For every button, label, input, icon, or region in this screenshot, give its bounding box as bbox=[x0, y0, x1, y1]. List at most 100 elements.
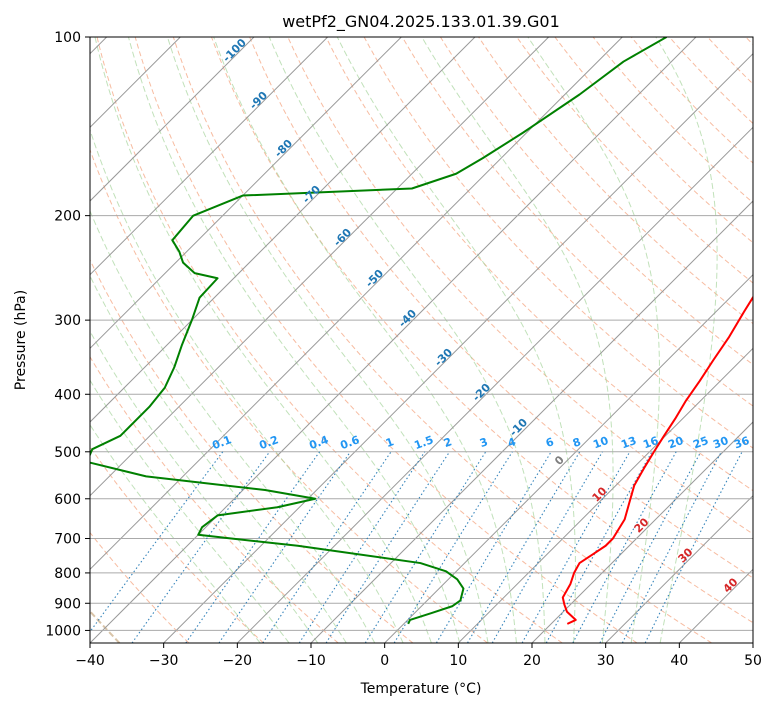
mixing-ratio-line bbox=[218, 451, 351, 643]
y-tick-label: 500 bbox=[54, 445, 81, 461]
x-axis-label: Temperature (°C) bbox=[360, 681, 482, 697]
isotherm-line bbox=[384, 273, 753, 643]
mixing-ratio-line bbox=[393, 451, 513, 643]
y-tick-label: 300 bbox=[54, 313, 81, 329]
mixing-ratio-label: 0.1 bbox=[210, 433, 233, 452]
moist-adiabat-line bbox=[655, 37, 718, 643]
mixing-ratio-label: 16 bbox=[641, 434, 660, 452]
x-tick-label: −10 bbox=[296, 653, 326, 669]
dry-adiabat-line bbox=[90, 258, 414, 643]
x-axis-ticks: −40 −30 −20 −10 0 10 20 30 40 50 bbox=[75, 643, 762, 669]
mixing-ratio-label: 0.2 bbox=[257, 433, 280, 452]
isotherm-line bbox=[90, 37, 329, 276]
x-tick-label: −20 bbox=[223, 653, 253, 669]
y-tick-label: 600 bbox=[54, 492, 81, 508]
x-tick-label: 10 bbox=[449, 653, 467, 669]
plot-frame bbox=[89, 36, 754, 644]
dry-adiabat-line bbox=[440, 37, 753, 366]
isotherm-line bbox=[90, 37, 476, 423]
x-tick-label: −30 bbox=[149, 653, 179, 669]
isotherm-line bbox=[90, 37, 697, 643]
mixing-ratio-line bbox=[435, 451, 552, 643]
isotherm-line bbox=[90, 37, 550, 497]
moist-adiabat-line bbox=[268, 37, 546, 643]
mixing-ratio-label: 6 bbox=[544, 435, 556, 450]
y-tick-label: 200 bbox=[54, 209, 81, 225]
moist-adiabat-line bbox=[213, 37, 517, 643]
isotherm-line bbox=[605, 494, 753, 643]
moist-adiabat-line bbox=[90, 330, 319, 643]
mixing-ratio-line bbox=[185, 451, 321, 643]
mixing-ratio-label: 4 bbox=[506, 435, 518, 450]
mixing-ratio-label: 10 bbox=[591, 434, 610, 452]
chart-title: wetPf2_GN04.2025.133.01.39.G01 bbox=[282, 12, 560, 32]
isotherm-line bbox=[457, 347, 753, 643]
y-tick-label: 900 bbox=[54, 596, 81, 612]
pressure-gridlines bbox=[90, 37, 753, 631]
mixing-ratio-label: 13 bbox=[619, 434, 638, 451]
mixing-ratio-line bbox=[364, 451, 487, 643]
mixing-ratio-label: 20 bbox=[666, 434, 685, 452]
isotherm-line bbox=[90, 37, 402, 350]
plot-background bbox=[90, 37, 753, 643]
mixing-ratio-lines bbox=[90, 451, 743, 643]
mixing-ratio-line bbox=[325, 451, 451, 643]
x-tick-label: 0 bbox=[380, 653, 389, 669]
isotherm-line bbox=[90, 37, 255, 202]
x-tick-label: 40 bbox=[670, 653, 688, 669]
y-tick-label: 100 bbox=[54, 30, 81, 46]
isotherm-line bbox=[90, 37, 623, 571]
isotherm-line bbox=[310, 200, 753, 643]
mixing-ratio-label: 3 bbox=[478, 435, 490, 450]
y-axis-ticks: 1000 900 800 700 600 500 400 300 200 100 bbox=[45, 30, 90, 639]
mixing-ratio-label: 36 bbox=[732, 434, 751, 452]
y-tick-label: 400 bbox=[54, 387, 81, 403]
moist-adiabat-line bbox=[336, 37, 576, 643]
dry-adiabat-line bbox=[211, 37, 753, 624]
mixing-ratio-label: 8 bbox=[571, 435, 583, 450]
dry-adiabat-line bbox=[401, 37, 753, 407]
y-tick-label: 1000 bbox=[45, 623, 81, 639]
mixing-ratio-label: 1.5 bbox=[412, 433, 435, 452]
temperature-profile-line bbox=[561, 295, 753, 625]
y-tick-label: 800 bbox=[54, 566, 81, 582]
dewpoint-profile-line bbox=[90, 37, 668, 625]
mixing-ratio-label: 0.4 bbox=[307, 433, 330, 452]
x-tick-label: −40 bbox=[75, 653, 105, 669]
mixing-ratio-label: 1 bbox=[384, 435, 396, 450]
mixing-ratio-line bbox=[491, 451, 603, 643]
plot-area bbox=[90, 37, 753, 643]
mixing-ratio-label: 0.6 bbox=[338, 433, 361, 452]
isotherm-line bbox=[752, 642, 753, 643]
mixing-ratio-line bbox=[521, 451, 631, 643]
dry-adiabat-line bbox=[592, 37, 753, 204]
y-axis-label: Pressure (hPa) bbox=[13, 290, 29, 390]
dry-adiabat-line bbox=[478, 37, 753, 325]
isotherm-line bbox=[236, 126, 753, 643]
dry-adiabat-line bbox=[249, 37, 753, 579]
isotherm-line bbox=[531, 421, 753, 643]
isotherms bbox=[90, 37, 753, 643]
dry-adiabat-line bbox=[90, 531, 190, 643]
sounding-series bbox=[90, 37, 753, 625]
mixing-ratio-label: 2 bbox=[442, 435, 454, 450]
dry-adiabat-line bbox=[554, 37, 753, 244]
dry-adiabat-line bbox=[90, 148, 488, 643]
mixing-ratio-line bbox=[131, 451, 271, 643]
y-tick-label: 700 bbox=[54, 532, 81, 548]
mixing-ratio-line bbox=[572, 451, 677, 643]
dry-adiabat-line bbox=[96, 37, 563, 643]
dry-adiabat-line bbox=[287, 37, 753, 535]
dry-adiabat-line bbox=[134, 37, 638, 643]
dry-adiabat-line bbox=[90, 355, 339, 643]
dry-adiabat-line bbox=[325, 37, 753, 492]
mixing-ratio-line bbox=[545, 451, 653, 643]
mixing-ratio-line bbox=[467, 451, 581, 643]
x-tick-label: 50 bbox=[744, 653, 762, 669]
moist-adiabat-line bbox=[90, 128, 404, 643]
mixing-ratio-label: 25 bbox=[691, 434, 710, 451]
mixing-ratio-label: 30 bbox=[711, 434, 730, 452]
dry-adiabat-line bbox=[172, 37, 712, 643]
x-tick-label: 20 bbox=[523, 653, 541, 669]
